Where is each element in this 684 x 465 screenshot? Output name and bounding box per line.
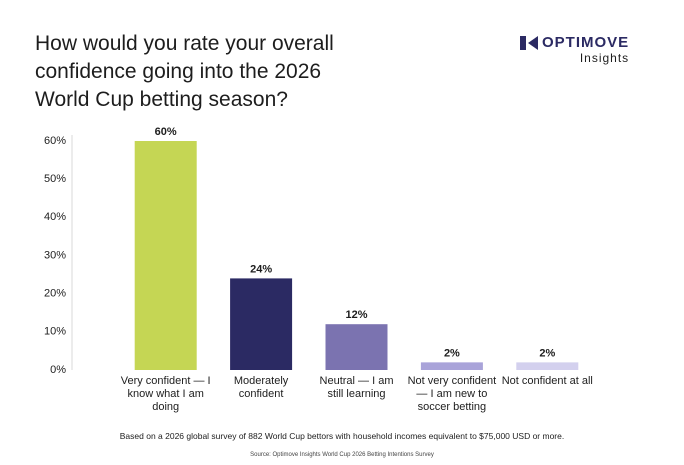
bar [134, 141, 197, 370]
value-label: 2% [539, 347, 555, 359]
bar [420, 362, 483, 370]
value-label: 24% [250, 263, 272, 275]
chart-title: How would you rate your overall confiden… [35, 32, 334, 111]
brand-name: OPTIMOVE [542, 34, 630, 51]
brand-sub: Insights [579, 51, 630, 65]
value-label: 60% [155, 126, 177, 138]
x-tick-label: Not very confident — I am new to soccer … [407, 375, 497, 413]
y-tick-label: 60% [44, 135, 66, 147]
y-tick-label: 10% [44, 326, 66, 338]
brand: OPTIMOVE Insights [520, 34, 629, 65]
bar [325, 324, 388, 370]
y-tick-label: 30% [44, 249, 66, 261]
bar [230, 278, 293, 370]
value-label: 12% [345, 309, 367, 321]
logo-icon [520, 36, 538, 50]
source: Source: Optimove Insights World Cup 2026… [250, 452, 434, 458]
footnote: Based on a 2026 global survey of 882 Wor… [119, 431, 565, 441]
y-tick-label: 40% [44, 211, 66, 223]
x-tick-label: Moderately confident [233, 375, 289, 400]
x-tick-label: Very confident — I know what I am doing [120, 375, 211, 413]
x-tick-label: Neutral — I am still learning [319, 375, 394, 400]
value-label: 2% [444, 347, 460, 359]
y-tick-label: 50% [44, 173, 66, 185]
y-tick-label: 20% [44, 288, 66, 300]
x-tick-label: Not confident at all [501, 375, 593, 387]
y-tick-label: 0% [50, 364, 66, 376]
bar [516, 362, 579, 370]
